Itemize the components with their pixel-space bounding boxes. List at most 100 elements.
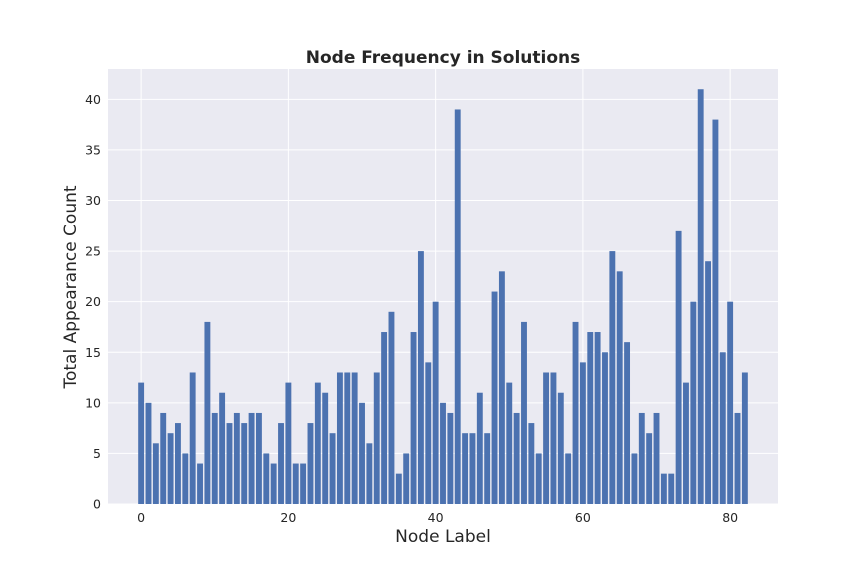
bar-node-81 (734, 412, 741, 504)
bar-node-78 (712, 119, 719, 505)
y-tick-labels: 0 5 10 15 20 25 30 35 40 (85, 92, 101, 512)
bar-node-44 (462, 433, 469, 504)
bar-node-19 (278, 423, 284, 504)
bar-node-26 (329, 433, 336, 504)
bar-node-51 (513, 412, 520, 504)
bar-node-58 (565, 453, 572, 504)
bar-node-68 (638, 412, 645, 504)
bar-node-61 (587, 332, 594, 504)
bar-node-77 (705, 261, 711, 504)
bar-node-62 (594, 332, 601, 504)
bar-node-17 (263, 453, 270, 504)
bar-node-56 (550, 372, 557, 504)
y-tick-label: 0 (93, 497, 101, 512)
bar-node-21 (292, 463, 299, 504)
bar-node-36 (403, 453, 410, 504)
bar-node-30 (359, 402, 365, 504)
bar-node-50 (506, 382, 513, 504)
bar-node-65 (616, 271, 623, 504)
y-tick-label: 40 (85, 92, 101, 107)
bar-node-11 (219, 392, 226, 504)
bar-node-73 (675, 230, 682, 504)
y-tick-label: 20 (85, 294, 101, 309)
bar-node-80 (727, 301, 734, 504)
bar-node-76 (697, 89, 704, 505)
bar-node-52 (521, 321, 527, 504)
bar-node-67 (631, 453, 638, 504)
bar-node-72 (668, 473, 675, 504)
bar-node-60 (579, 362, 586, 504)
bar-node-46 (476, 392, 483, 504)
bar-node-64 (609, 251, 616, 504)
y-axis-label: Total Appearance Count (61, 185, 81, 389)
x-tick-label: 80 (722, 510, 738, 525)
bar-node-13 (233, 412, 240, 504)
bar-node-74 (683, 382, 689, 504)
x-tick-label: 0 (137, 510, 145, 525)
y-tick-label: 5 (93, 446, 101, 461)
y-tick-label: 30 (85, 193, 101, 208)
bar-node-6 (182, 453, 189, 504)
y-tick-label: 35 (85, 142, 101, 157)
y-tick-label: 15 (85, 345, 101, 360)
x-tick-label: 40 (428, 510, 444, 525)
bar-node-39 (425, 362, 432, 504)
bar-node-42 (447, 412, 454, 504)
bar-node-28 (344, 372, 351, 504)
bar-node-63 (602, 352, 608, 504)
y-tick-label: 10 (85, 395, 101, 410)
x-axis-label: Node Label (395, 527, 491, 547)
bar-node-33 (381, 332, 388, 504)
bar-node-24 (314, 382, 321, 504)
bar-node-35 (395, 473, 402, 504)
y-tick-label: 25 (85, 244, 101, 259)
bar-node-18 (270, 463, 277, 504)
bar-node-54 (535, 453, 542, 504)
bar-node-8 (197, 463, 203, 504)
bar-node-32 (373, 372, 380, 504)
bar-node-71 (660, 473, 667, 504)
bar-node-34 (388, 311, 395, 504)
x-tick-labels: 0 20 40 60 80 (137, 510, 738, 525)
bar-node-48 (491, 291, 498, 504)
bar-node-7 (189, 372, 196, 504)
bar-node-0 (138, 382, 145, 504)
bar-node-2 (152, 443, 159, 504)
bar-node-38 (417, 251, 424, 504)
bar-node-16 (255, 412, 262, 504)
bar-node-40 (432, 301, 439, 504)
bar-node-37 (410, 332, 417, 504)
bar-node-53 (528, 423, 535, 504)
bar-node-82 (741, 372, 748, 504)
bar-node-66 (624, 342, 631, 504)
bar-node-47 (484, 433, 491, 504)
bar-node-9 (204, 321, 211, 504)
bar-node-57 (557, 392, 564, 504)
x-tick-label: 60 (575, 510, 591, 525)
bar-node-10 (211, 412, 218, 504)
bar-node-25 (322, 392, 329, 504)
bar-node-59 (572, 321, 579, 504)
bar-node-69 (646, 433, 653, 504)
bar-node-4 (167, 433, 174, 504)
bar-node-15 (248, 412, 255, 504)
bar-node-29 (351, 372, 358, 504)
bars (138, 89, 748, 505)
bar-node-27 (336, 372, 343, 504)
bar-node-12 (226, 423, 233, 504)
bar-node-45 (469, 433, 476, 504)
bar-node-55 (543, 372, 550, 504)
bar-node-31 (366, 443, 373, 504)
bar-node-14 (241, 423, 248, 504)
chart-title: Node Frequency in Solutions (306, 48, 581, 68)
bar-node-1 (145, 402, 152, 504)
bar-node-22 (300, 463, 307, 504)
bar-node-75 (690, 301, 697, 504)
bar-node-79 (719, 352, 726, 504)
bar-node-41 (440, 402, 446, 504)
bar-node-49 (498, 271, 505, 504)
bar-node-23 (307, 423, 314, 504)
bar-node-20 (285, 382, 292, 504)
bar-node-70 (653, 412, 660, 504)
